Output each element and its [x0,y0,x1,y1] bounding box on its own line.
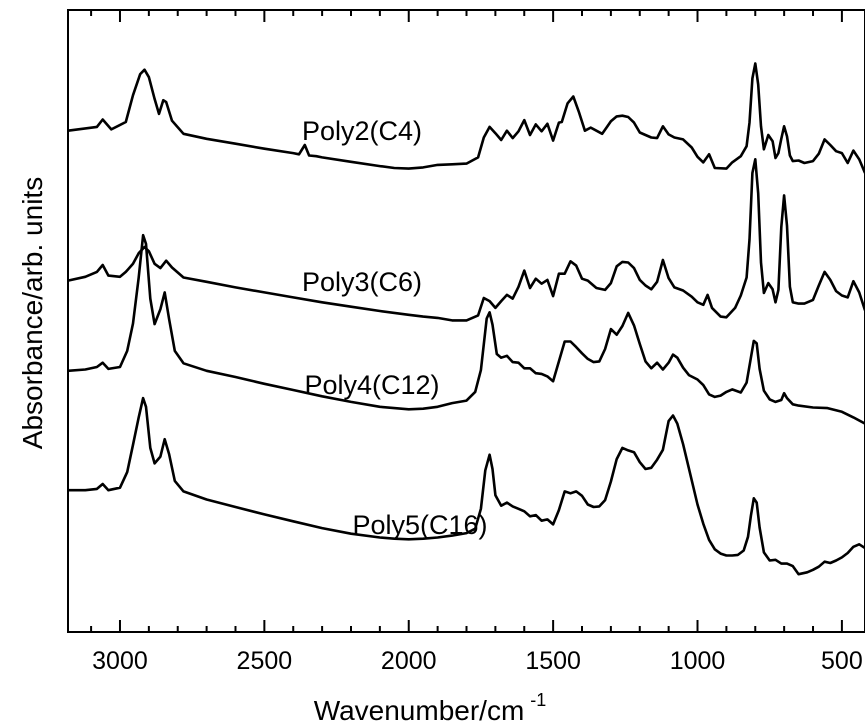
x-tick-label: 2500 [237,647,293,675]
series-label: Poly4(C12) [304,370,439,400]
x-tick-label: 500 [821,647,863,675]
curve-labels: Poly2(C4) Poly3(C6) Poly4(C12) Poly5(C16) [302,116,488,540]
spectrum-line [68,396,865,576]
series-label: Poly3(C6) [302,267,422,297]
x-tick-label: 1500 [525,647,581,675]
spectrum-line [67,233,865,425]
x-tick-label: 1000 [670,647,726,675]
series-label: Poly2(C4) [302,116,422,146]
series-label: Poly5(C16) [352,510,487,540]
x-axis-label: Wavenumber/cm -1 [314,690,547,726]
y-axis-label: Absorbance/arb. units [17,177,48,449]
x-tick-label: 3000 [92,647,148,675]
spectrum-line [67,62,865,174]
spectrum-line [67,158,865,322]
spectra-layer [67,62,865,576]
x-axis-ticks: 3000 2500 2000 1500 1000 500 [90,10,863,675]
x-tick-label: 2000 [381,647,437,675]
